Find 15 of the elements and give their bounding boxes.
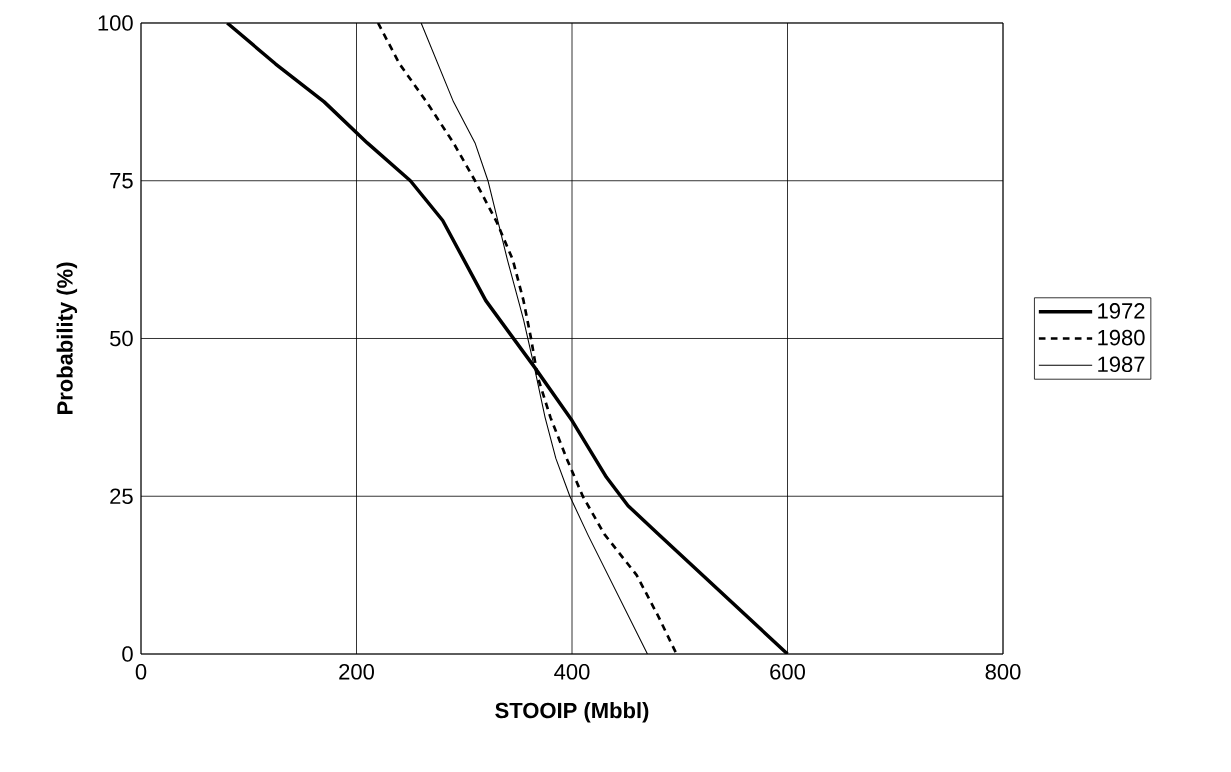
x-tick-label: 600 [770,664,805,680]
x-tick-label: 800 [985,664,1021,680]
x-tick-label: 0 [135,664,147,680]
legend-label: 1972 [1098,303,1145,319]
x-tick-label: 200 [339,664,374,680]
y-tick-label: 75 [110,173,133,189]
x-tick-label: 400 [554,664,590,680]
y-tick-label: 25 [110,488,133,505]
legend-label: 1987 [1098,356,1145,373]
y-tick-label: 100 [98,15,133,31]
y-tick-label: 0 [122,646,133,662]
legend-label: 1980 [1098,329,1145,346]
y-tick-label: 50 [110,330,133,347]
x-axis-title: STOOIP (Mbbl) [495,702,649,723]
y-axis-title: Probability (%) [56,262,78,415]
